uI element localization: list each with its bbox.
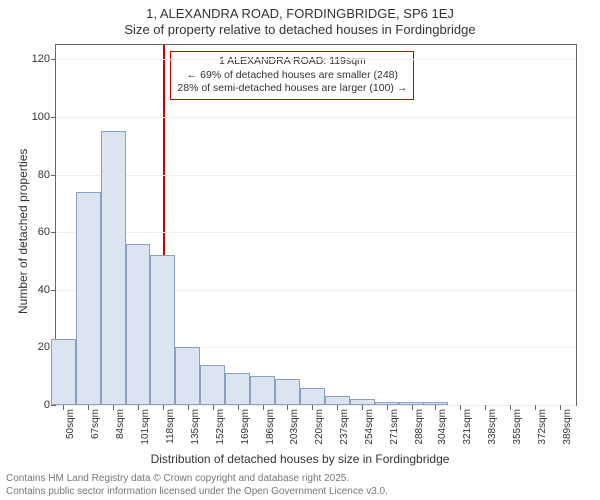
histogram-bar xyxy=(101,131,126,405)
x-tick-label: 118sqm xyxy=(165,409,176,444)
histogram-bar xyxy=(325,396,350,405)
x-tick-mark xyxy=(188,405,189,410)
legal-line-1: Contains HM Land Registry data © Crown c… xyxy=(6,472,594,485)
grid-line xyxy=(56,175,576,176)
histogram-bar xyxy=(150,255,175,405)
y-tick-mark xyxy=(51,175,56,176)
x-tick-mark xyxy=(163,405,164,410)
x-tick-label: 389sqm xyxy=(562,409,573,445)
annotation-line-1: 1 ALEXANDRA ROAD: 119sqm xyxy=(177,55,407,69)
x-tick-mark xyxy=(113,405,114,410)
histogram-bar xyxy=(51,339,76,405)
plot-area: 1 ALEXANDRA ROAD: 119sqm ← 69% of detach… xyxy=(55,44,577,406)
histogram-bar xyxy=(175,347,200,405)
x-tick-mark xyxy=(238,405,239,410)
x-tick-label: 169sqm xyxy=(240,409,251,445)
grid-line xyxy=(56,405,576,406)
y-tick-mark xyxy=(51,59,56,60)
annotation-line-2: ← 69% of detached houses are smaller (24… xyxy=(177,69,407,83)
histogram-bar xyxy=(350,399,375,405)
histogram-bar xyxy=(423,402,448,405)
x-tick-mark xyxy=(387,405,388,410)
y-tick-mark xyxy=(51,290,56,291)
histogram-bar xyxy=(300,388,325,405)
x-tick-label: 67sqm xyxy=(90,409,101,439)
title-line-1: 1, ALEXANDRA ROAD, FORDINGBRIDGE, SP6 1E… xyxy=(0,6,600,21)
chart-container: 1, ALEXANDRA ROAD, FORDINGBRIDGE, SP6 1E… xyxy=(0,0,600,500)
y-axis-label: Number of detached properties xyxy=(16,149,30,314)
x-tick-mark xyxy=(535,405,536,410)
x-tick-label: 288sqm xyxy=(414,409,425,445)
x-tick-label: 152sqm xyxy=(215,409,226,445)
x-tick-label: 355sqm xyxy=(512,409,523,445)
x-tick-label: 203sqm xyxy=(289,409,300,445)
x-tick-label: 220sqm xyxy=(314,409,325,445)
x-tick-label: 50sqm xyxy=(65,409,76,439)
x-tick-label: 372sqm xyxy=(537,409,548,445)
x-tick-label: 338sqm xyxy=(487,409,498,445)
x-tick-mark xyxy=(412,405,413,410)
y-tick-mark xyxy=(51,117,56,118)
x-tick-label: 101sqm xyxy=(140,409,151,445)
x-tick-mark xyxy=(213,405,214,410)
x-tick-label: 271sqm xyxy=(389,409,400,445)
x-tick-mark xyxy=(362,405,363,410)
grid-line xyxy=(56,117,576,118)
x-tick-mark xyxy=(138,405,139,410)
histogram-bar xyxy=(200,365,225,405)
annotation-box: 1 ALEXANDRA ROAD: 119sqm ← 69% of detach… xyxy=(170,51,414,100)
title-line-2: Size of property relative to detached ho… xyxy=(0,22,600,37)
histogram-bar xyxy=(225,373,250,405)
x-tick-label: 321sqm xyxy=(462,409,473,445)
y-tick-mark xyxy=(51,232,56,233)
x-tick-label: 304sqm xyxy=(437,409,448,445)
x-tick-mark xyxy=(510,405,511,410)
grid-line xyxy=(56,232,576,233)
x-tick-label: 186sqm xyxy=(265,409,276,445)
x-tick-label: 254sqm xyxy=(364,409,375,445)
histogram-bar xyxy=(76,192,101,405)
legal-footer: Contains HM Land Registry data © Crown c… xyxy=(0,470,600,500)
histogram-bar xyxy=(126,244,151,405)
grid-line xyxy=(56,59,576,60)
legal-line-2: Contains public sector information licen… xyxy=(6,485,594,498)
x-tick-label: 237sqm xyxy=(339,409,350,445)
annotation-line-3: 28% of semi-detached houses are larger (… xyxy=(177,82,407,96)
x-tick-label: 84sqm xyxy=(115,409,126,439)
y-tick-mark xyxy=(51,405,56,406)
histogram-bar xyxy=(375,402,400,405)
x-tick-mark xyxy=(263,405,264,410)
histogram-bar xyxy=(250,376,275,405)
x-axis-label: Distribution of detached houses by size … xyxy=(0,452,600,466)
x-tick-label: 135sqm xyxy=(190,409,201,445)
histogram-bar xyxy=(275,379,300,405)
x-tick-mark xyxy=(560,405,561,410)
histogram-bar xyxy=(399,402,424,405)
